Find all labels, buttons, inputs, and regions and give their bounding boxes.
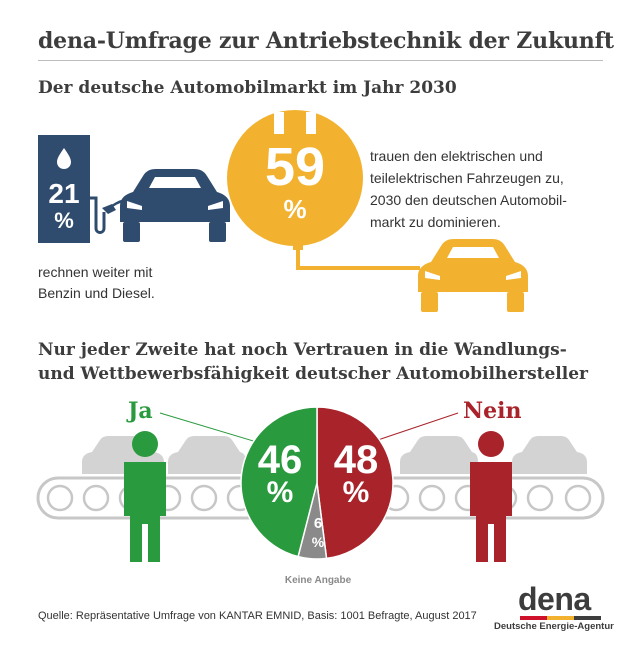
dena-logo: dena (518, 581, 591, 617)
fuel-percentage-unit: % (54, 208, 74, 233)
fuel-description: rechnen weiter mit Benzin und Diesel. (38, 262, 238, 304)
none-label: Keine Angabe (284, 575, 352, 586)
no-percentage-unit: % (342, 476, 370, 509)
title-divider (38, 60, 603, 61)
no-percentage-value: 48 (333, 438, 379, 482)
section2-heading-line: Nur jeder Zweite hat noch Vertrauen in d… (38, 340, 567, 360)
dena-logo-subtitle: Deutsche Energie-Agentur (494, 621, 614, 632)
electric-description-line: trauen den elektrischen und (370, 148, 543, 164)
person-no-icon (470, 431, 512, 562)
dena-logo-bar (520, 616, 601, 620)
person-yes-icon (124, 431, 166, 562)
car-yellow-icon (418, 239, 528, 312)
none-percentage-value: 6 (313, 515, 323, 532)
electric-description-line: teilelektrischen Fahrzeugen zu, (370, 170, 564, 186)
pie-slice-yes (240, 406, 318, 558)
electric-percentage-value: 59 (264, 137, 326, 197)
fuel-description-line: rechnen weiter mit (38, 264, 153, 280)
pie-slice-no (316, 406, 394, 560)
fuel-percentage-value: 21 (48, 178, 80, 209)
page-title: dena-Umfrage zur Antriebstechnik der Zuk… (38, 28, 614, 54)
none-percentage-unit: % (311, 534, 325, 550)
section2-heading: Nur jeder Zweite hat noch Vertrauen in d… (38, 338, 588, 386)
no-label: Nein (463, 398, 522, 424)
yes-label: Ja (128, 398, 153, 424)
yes-percentage-value: 46 (257, 438, 303, 482)
electric-description: trauen den elektrischen und teilelektris… (370, 145, 610, 233)
fuel-description-line: Benzin und Diesel. (38, 285, 155, 301)
section1-heading: Der deutsche Automobilmarkt im Jahr 2030 (38, 78, 457, 98)
section2-heading-line: und Wettbewerbsfähigkeit deutscher Autom… (38, 364, 588, 384)
electric-description-line: 2030 den deutschen Automobil- (370, 192, 567, 208)
electric-description-line: markt zu dominieren. (370, 214, 501, 230)
source-note: Quelle: Repräsentative Umfrage von KANTA… (38, 610, 477, 622)
car-navy-icon (120, 169, 230, 242)
fuel-pump-icon (38, 135, 129, 243)
yes-percentage-unit: % (266, 476, 294, 509)
electric-plug-icon (227, 110, 420, 270)
confidence-pie-chart (240, 406, 394, 560)
electric-percentage-unit: % (283, 194, 307, 224)
